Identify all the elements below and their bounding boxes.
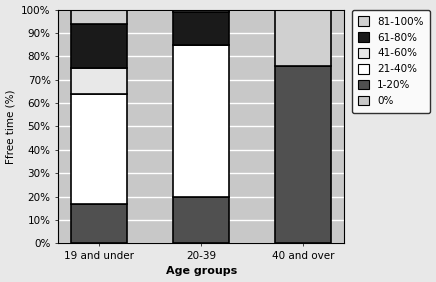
Bar (71, 94, 127, 204)
Bar (173, 10, 229, 12)
Bar (71, 10, 127, 24)
Bar (173, 12, 229, 45)
Legend: 81-100%, 61-80%, 41-60%, 21-40%, 1-20%, 0%: 81-100%, 61-80%, 41-60%, 21-40%, 1-20%, … (352, 10, 430, 113)
X-axis label: Age groups: Age groups (166, 266, 237, 276)
Bar (71, 204, 127, 243)
Bar (71, 68, 127, 94)
Y-axis label: Ffree time (%): Ffree time (%) (6, 89, 16, 164)
Bar (173, 197, 229, 243)
Bar (275, 66, 331, 243)
Bar (71, 24, 127, 68)
Bar (275, 10, 331, 66)
Bar (173, 45, 229, 197)
